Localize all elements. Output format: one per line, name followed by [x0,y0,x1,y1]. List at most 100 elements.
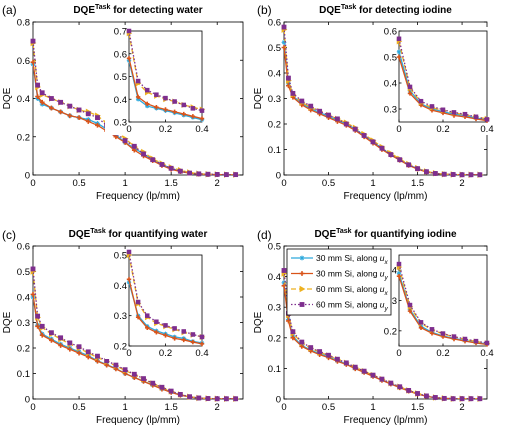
legend-entry-4: 60 mm Si, along uy [316,300,389,313]
panel-d-title-base: DQE [314,229,336,240]
panel-a-inset-series-2-marker [126,56,132,61]
panel-b-inset-series-1-marker [396,49,402,54]
panel-c-series-4-marker [141,376,146,382]
panel-c: 0 0.5 1 1.5 2 0 0.1 0.2 0.3 0.4 0.5 0.6 Frequency (l… [2,228,244,426]
panel-b-tag: (b) [257,3,272,17]
panel-d-inset-x-tick-label: 0.4 [480,348,493,359]
panel-c-title-base: DQE [69,229,91,240]
panel-c-inset-series-2-marker [181,337,186,343]
panel-c-series-4-marker [49,330,54,336]
panel-a-inset-x-tick-label: 0.4 [195,124,208,135]
panel-c-series-4-marker [39,323,45,329]
legend-entry-2-sub: y [384,275,389,282]
panel-a-inset-series-4-marker [126,28,132,34]
panel-d-y-tick-label: 0.3 [268,303,281,314]
panel-d-inset-series-2-marker [429,331,435,336]
panel-a-x-axis-label: Frequency (lp/mm) [96,191,180,202]
panel-b-inset-series-4-marker [451,110,457,115]
panel-b-inset-series-4-marker [407,84,413,90]
panel-a-inset-series-4-line [129,31,202,112]
panel-a-series-4-marker [141,151,146,157]
panel-c-tag: (c) [2,228,16,242]
panel-c-inset-series-2-marker [172,336,177,341]
panel-b-series-4-marker [290,90,296,96]
panel-b-inset-series-4-marker [462,111,468,117]
panel-c-inset-series-1-marker [126,280,132,285]
panel-d-inset-series-4-marker [440,331,446,336]
panel-b: 0 0.5 1 1.5 2 0 0.1 0.2 0.3 0.4 0.5 0.6 Frequency (l… [253,3,494,202]
panel-d-series-4-marker [468,396,474,402]
panel-d-series-4-marker [335,356,340,362]
legend-entry-4-var: u [380,300,385,310]
panel-c-x-axis-label: Frequency (lp/mm) [96,415,180,426]
panel-c-series-2-marker [49,337,54,343]
panel-a-inset-x-tick-label: 0 [126,124,131,135]
panel-c-inset-series-4-marker [181,329,187,334]
panel-c-series-2-marker [35,323,41,329]
panel-a-series-4-marker [67,103,73,109]
panel-c-inset-series-2-marker [190,339,196,345]
panel-d-inset-series-2-marker [407,308,413,314]
panel-a-series-4-marker [95,115,100,121]
panel-d-x-tick-label: 0.5 [322,402,335,413]
panel-c-x-tick-label: 1 [122,402,127,413]
panel-b-title: DQETask for detecting iodine [319,4,452,16]
panel-c-series-4-marker [196,395,202,401]
panel-a-inset-series-2-marker [145,101,150,106]
panel-d-title-rest: for quantifying iodine [352,229,457,240]
panel-a-y-tick-label: 0.2 [17,132,30,143]
panel-d-title-sup: Task [336,228,352,235]
panel-d-series-4-marker [432,395,438,400]
legend-entry-4-sub: y [384,306,389,313]
panel-b-y-tick-label: 0.2 [268,120,281,131]
panel-a-title-sup: Task [95,4,111,11]
panel-a-series-4-marker [39,90,45,96]
panel-b-y-tick-label: 0.3 [268,94,281,105]
panel-a-series-4-marker [224,172,229,178]
panel-c-series-4-marker [205,396,211,401]
panel-c-series-4-marker [122,367,128,373]
panel-d-series-4-marker [352,364,358,370]
panel-b-y-tick-label: 0.4 [268,69,281,80]
panel-c-inset-series-4-marker [154,319,159,324]
panel-b-x-tick-label: 1.5 [411,178,424,189]
panel-a-x-tick-label: 2 [215,178,220,189]
panel-a-inset-series-4-marker [190,106,196,111]
panel-d-y-tick-label: 0.5 [268,242,281,253]
panel-b-inset-y-tick-label: 0.4 [384,79,397,90]
panel-a-series-2-marker [58,109,64,115]
panel-b-series-4-marker [326,112,331,118]
panel-a: 0 0.5 1 1.5 2 0 0.2 0.4 0.6 0.8 Frequency (lp/mm) D… [2,3,244,202]
panel-d-title: DQETask for quantifying iodine [314,228,457,240]
panel-d-inset-series-2-marker [396,274,402,279]
panel-b-series-4-marker [379,145,385,151]
panel-a-series-2-marker [35,94,41,99]
panel-a-title-rest: for detecting water [110,5,202,16]
panel-b-series-1-marker [281,40,287,45]
panel-c-series-2-marker [67,346,73,352]
legend-entry-1: 30 mm Si, along ux [316,253,389,266]
panel-c-series-4-marker [214,396,220,402]
panel-a-series-4-line [33,41,236,175]
panel-c-y-tick-label: 0.1 [17,369,30,380]
panel-b-series-4-marker [424,169,429,175]
panel-b-series-4-marker [459,172,465,178]
panel-a-series-4-marker [159,162,165,167]
panel-b-x-tick-label: 2 [459,178,464,189]
panel-b-inset-x-tick-label: 0 [396,124,401,135]
panel-b-series-4-marker [286,75,291,81]
panel-d-y-tick-label: 0.1 [268,364,281,375]
panel-a-inset-series-4-marker [163,95,168,101]
panel-c-inset-y-tick-label: 0.3 [114,311,127,322]
panel-a-inset-y-tick-label: 0.3 [114,118,127,129]
panel-c-inset-series-2-marker [135,314,141,320]
panel-c-series-4-marker [168,388,174,394]
panel-d-inset-series-1-marker [396,271,402,276]
panel-c-series-2-marker [30,292,36,297]
panel-c-inset-series-4-marker [163,323,168,328]
panel-c-series-4-marker [224,396,229,402]
legend-entry-3-sub: x [384,290,389,297]
panel-a-series-4-marker [35,82,41,88]
panel-a-inset-x-tick-label: 0.2 [159,124,172,135]
legend-entry-1-var: u [380,253,385,263]
